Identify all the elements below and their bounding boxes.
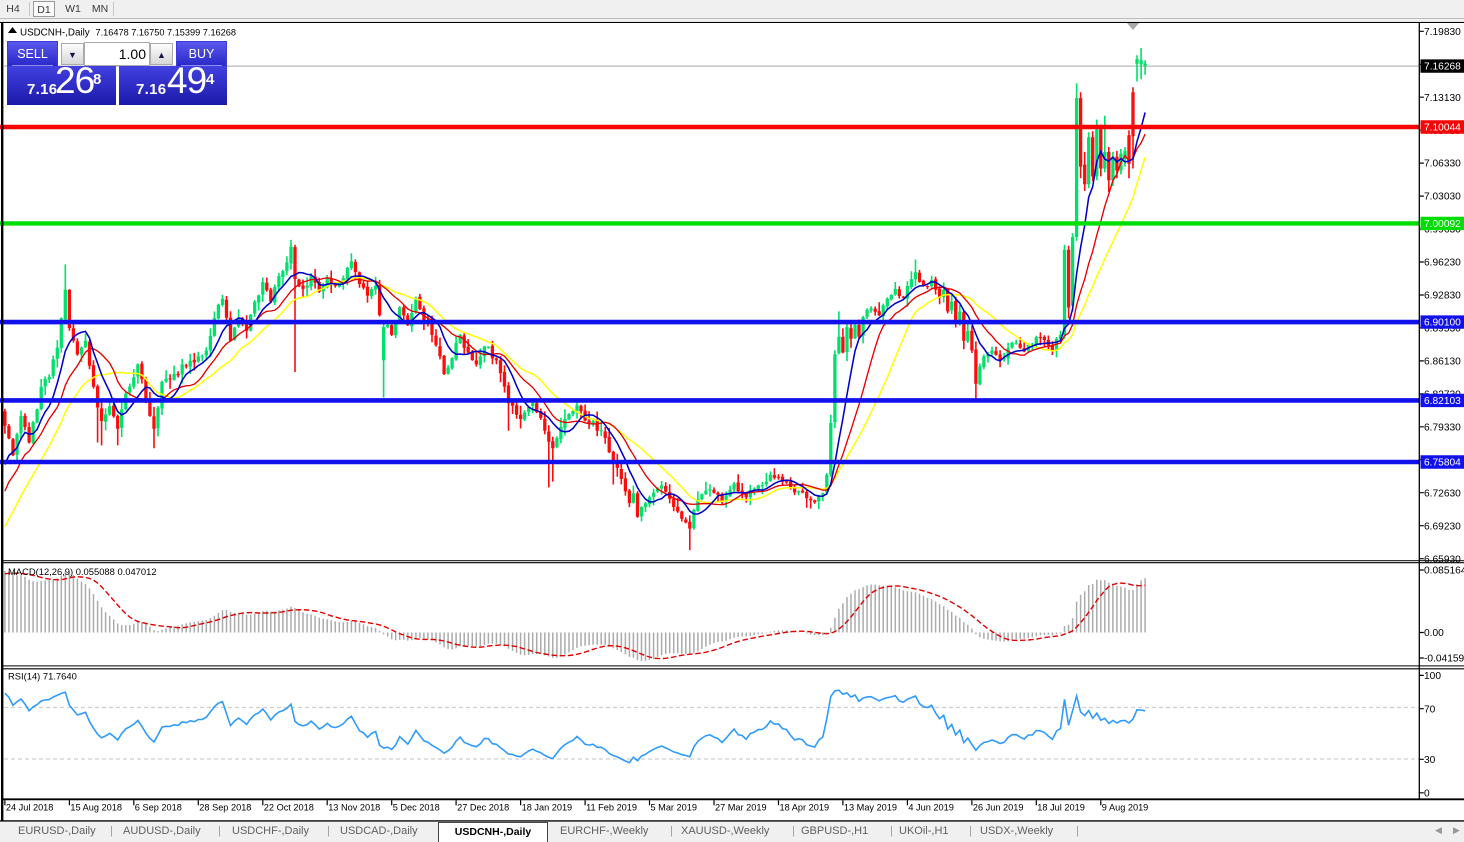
svg-text:7.06330: 7.06330 <box>1424 159 1461 170</box>
svg-text:11 Feb 2019: 11 Feb 2019 <box>586 803 637 813</box>
svg-text:27 Mar 2019: 27 Mar 2019 <box>715 803 767 813</box>
svg-text:6 Sep 2018: 6 Sep 2018 <box>135 803 182 813</box>
svg-text:0.085164: 0.085164 <box>1424 566 1464 577</box>
svg-text:6.82103: 6.82103 <box>1424 396 1461 407</box>
svg-text:6.92830: 6.92830 <box>1424 291 1461 302</box>
svg-text:100: 100 <box>1424 671 1441 682</box>
svg-text:4 Jun 2019: 4 Jun 2019 <box>908 803 953 813</box>
svg-text:6.89530: 6.89530 <box>1424 324 1461 335</box>
svg-text:7.19830: 7.19830 <box>1424 27 1461 38</box>
svg-text:18 Apr 2019: 18 Apr 2019 <box>780 803 830 813</box>
svg-text:6.79330: 6.79330 <box>1424 422 1461 433</box>
svg-text:70: 70 <box>1424 704 1436 715</box>
svg-text:27 Dec 2018: 27 Dec 2018 <box>457 803 509 813</box>
svg-text:7.16478 7.16750 7.15399 7.1626: 7.16478 7.16750 7.15399 7.16268 <box>96 28 237 38</box>
svg-text:6.69230: 6.69230 <box>1424 521 1461 532</box>
svg-text:28 Sep 2018: 28 Sep 2018 <box>199 803 251 813</box>
svg-text:0: 0 <box>1424 788 1430 799</box>
svg-text:7.00092: 7.00092 <box>1424 219 1461 230</box>
svg-text:9 Aug 2019: 9 Aug 2019 <box>1102 803 1149 813</box>
svg-text:22 Oct 2018: 22 Oct 2018 <box>264 803 314 813</box>
svg-text:15 Aug 2018: 15 Aug 2018 <box>70 803 122 813</box>
svg-text:18 Jul 2019: 18 Jul 2019 <box>1037 803 1085 813</box>
svg-text:7.16268: 7.16268 <box>1424 62 1461 73</box>
svg-text:13 May 2019: 13 May 2019 <box>844 803 897 813</box>
svg-text:24 Jul 2018: 24 Jul 2018 <box>6 803 54 813</box>
svg-text:6.99630: 6.99630 <box>1424 225 1461 236</box>
svg-text:USDCNH-,Daily: USDCNH-,Daily <box>20 28 90 39</box>
svg-text:5 Mar 2019: 5 Mar 2019 <box>651 803 697 813</box>
svg-text:RSI(14) 71.7640: RSI(14) 71.7640 <box>8 671 77 682</box>
svg-text:6.86130: 6.86130 <box>1424 357 1461 368</box>
svg-text:0.00: 0.00 <box>1424 628 1444 639</box>
svg-text:6.65930: 6.65930 <box>1424 554 1461 565</box>
svg-text:6.72630: 6.72630 <box>1424 488 1461 499</box>
svg-text:6.90100: 6.90100 <box>1424 318 1461 329</box>
svg-text:7.03030: 7.03030 <box>1424 192 1461 203</box>
svg-text:6.75804: 6.75804 <box>1424 458 1461 469</box>
svg-text:7.10044: 7.10044 <box>1424 123 1461 134</box>
svg-text:MACD(12,26,9) 0.055088 0.04701: MACD(12,26,9) 0.055088 0.047012 <box>8 566 157 577</box>
svg-text:30: 30 <box>1424 755 1436 766</box>
svg-text:13 Nov 2018: 13 Nov 2018 <box>328 803 380 813</box>
svg-text:7.13130: 7.13130 <box>1424 93 1461 104</box>
svg-text:-0.041597: -0.041597 <box>1424 654 1464 665</box>
svg-text:6.96230: 6.96230 <box>1424 258 1461 269</box>
svg-text:26 Jun 2019: 26 Jun 2019 <box>973 803 1024 813</box>
svg-text:18 Jan 2019: 18 Jan 2019 <box>522 803 573 813</box>
svg-text:5 Dec 2018: 5 Dec 2018 <box>393 803 440 813</box>
